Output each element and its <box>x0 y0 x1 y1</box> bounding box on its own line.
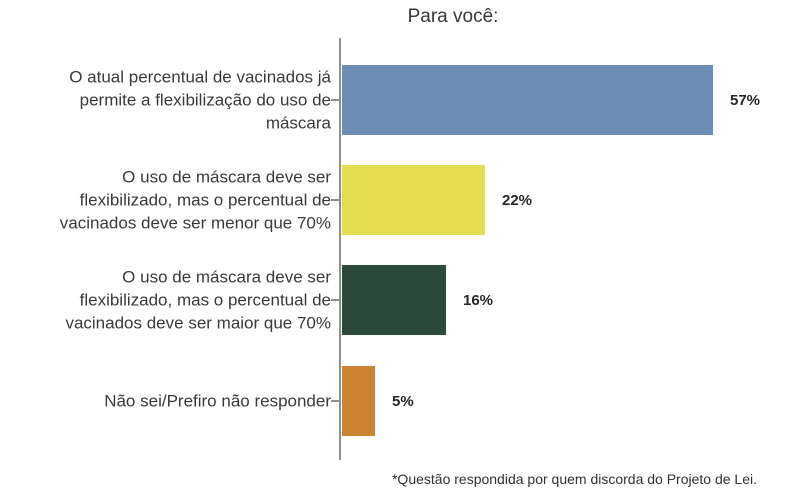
axis-tick <box>331 400 339 402</box>
bar <box>342 366 375 436</box>
axis-tick <box>331 199 339 201</box>
bar-row: O uso de máscara deve ser flexibilizado,… <box>0 265 785 335</box>
value-label: 5% <box>392 392 414 410</box>
axis-tick <box>331 99 339 101</box>
bar-row: Não sei/Prefiro não responder 5% <box>0 366 785 436</box>
axis-tick <box>331 299 339 301</box>
bar-track: 16% <box>342 265 493 335</box>
bar-row: O atual percentual de vacinados já permi… <box>0 65 785 135</box>
category-label: O uso de máscara deve ser flexibilizado,… <box>59 167 331 233</box>
bar <box>342 265 446 335</box>
bar <box>342 165 485 235</box>
value-label: 22% <box>502 191 533 209</box>
category-label: O atual percentual de vacinados já permi… <box>69 67 331 133</box>
category-label: O uso de máscara deve ser flexibilizado,… <box>65 267 331 333</box>
bar-track: 5% <box>342 366 414 436</box>
footnote: *Questão respondida por quem discorda do… <box>391 471 757 487</box>
y-axis-line <box>339 38 341 460</box>
value-label: 16% <box>463 291 494 309</box>
value-label: 57% <box>730 91 761 109</box>
bar-track: 57% <box>342 65 760 135</box>
bar <box>342 65 713 135</box>
bar-track: 22% <box>342 165 532 235</box>
bar-row: O uso de máscara deve ser flexibilizado,… <box>0 165 785 235</box>
category-label: Não sei/Prefiro não responder <box>104 391 331 411</box>
chart-title: Para você: <box>407 6 499 27</box>
